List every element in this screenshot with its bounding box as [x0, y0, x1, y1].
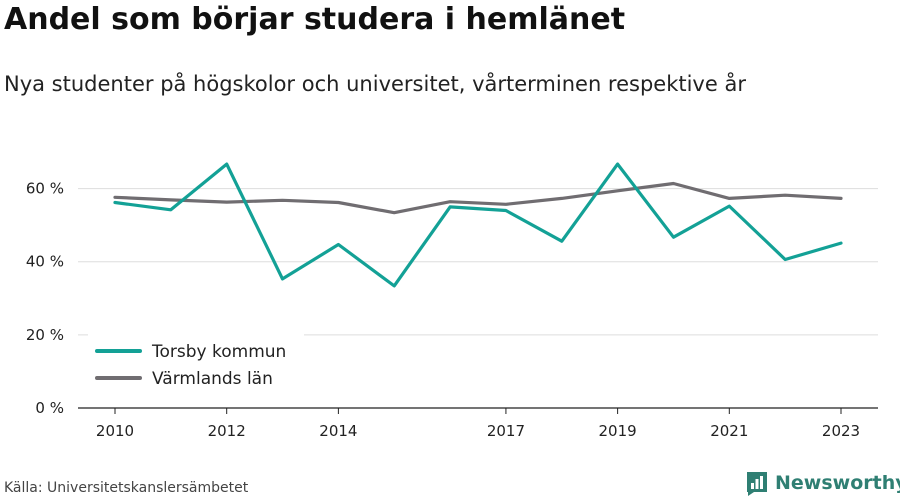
legend-label: Värmlands län — [152, 369, 273, 389]
x-tick-label: 2010 — [96, 422, 134, 440]
y-tick-label: 0 % — [35, 399, 64, 417]
x-tick-label: 2019 — [599, 422, 637, 440]
series-line-torsby-kommun — [113, 162, 843, 288]
legend-label: Torsby kommun — [151, 342, 286, 362]
y-tick-label: 20 % — [26, 326, 64, 344]
y-tick-label: 40 % — [26, 253, 64, 271]
brand-name: Newsworthy — [775, 472, 900, 494]
chart-subtitle: Nya studenter på högskolor och universit… — [4, 72, 746, 96]
y-axis: 0 % 20 % 40 % 60 % — [26, 180, 64, 417]
chart-title: Andel som börjar studera i hemlänet — [4, 2, 626, 37]
legend: Torsby kommun Värmlands län — [88, 334, 304, 396]
source-note: Källa: Universitetskanslersämbetet — [4, 480, 249, 496]
x-tick-label: 2021 — [710, 422, 748, 440]
x-tick-label: 2012 — [208, 422, 246, 440]
series-line-värmlands-län — [113, 181, 843, 215]
x-tick-label: 2017 — [487, 422, 525, 440]
bar-chart-icon — [747, 472, 767, 496]
legend-background — [88, 334, 304, 396]
x-tick-label: 2014 — [319, 422, 357, 440]
x-axis: 2010 2012 2014 2017 2019 2021 2023 — [78, 407, 878, 440]
y-tick-label: 60 % — [26, 180, 64, 198]
grid-lines — [78, 188, 878, 336]
series-lines — [113, 162, 843, 288]
x-tick-label: 2023 — [822, 422, 860, 440]
brand: Newsworthy — [745, 469, 900, 497]
line-chart: 0 % 20 % 40 % 60 % 2010 2012 2014 2017 2019 2021… — [26, 162, 878, 440]
